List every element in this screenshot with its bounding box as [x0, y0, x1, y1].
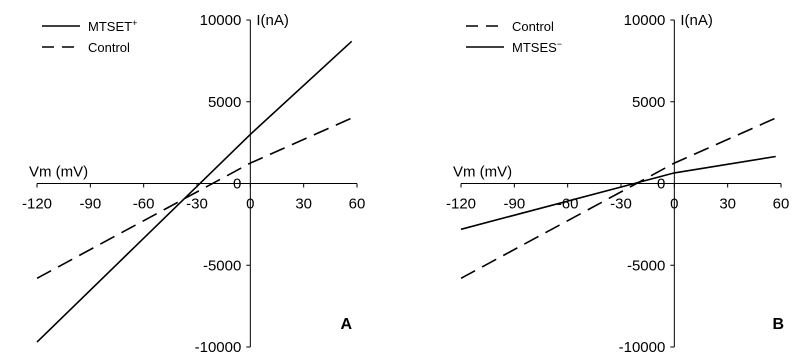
x-tick-label: -60 — [557, 196, 579, 213]
series-line-mtset — [36, 40, 353, 343]
x-tick-label: -120 — [22, 196, 52, 213]
y-tick-label: -10000 — [619, 339, 666, 355]
y-tick-label: 10000 — [200, 12, 242, 29]
x-tick-label: 0 — [670, 196, 678, 213]
legend-entry: Control — [88, 40, 130, 55]
x-tick-label: -30 — [186, 196, 208, 213]
y-tick-label: 5000 — [632, 94, 665, 111]
y-axis-label: I(nA) — [256, 12, 289, 29]
panel-b: -120 -90 -60 -30 0 30 60 -10000 -5000 0 5000 10000 I… — [446, 12, 789, 355]
x-tick-label: 60 — [349, 196, 366, 213]
legend-entry: Control — [512, 19, 554, 34]
x-tick-label: -60 — [133, 196, 155, 213]
legend-entry: MTSES− — [512, 39, 562, 55]
y-tick-label: 0 — [657, 176, 665, 193]
x-tick-label: 30 — [719, 196, 736, 213]
x-axis-label: Vm (mV) — [453, 164, 512, 181]
panel-a: -120 -90 -60 -30 0 30 60 -10000 -5000 0 5000 10000 I… — [22, 12, 365, 355]
x-tick-label: 60 — [773, 196, 790, 213]
x-tick-label: -90 — [79, 196, 101, 213]
series-line-control — [36, 117, 353, 280]
y-tick-label: 10000 — [624, 12, 666, 29]
x-tick-label: 30 — [295, 196, 312, 213]
legend-entry: MTSET+ — [88, 18, 137, 34]
x-tick-label: -30 — [610, 196, 632, 213]
panel-letter: B — [772, 316, 784, 333]
series-line-control — [460, 117, 777, 280]
y-tick-label: 5000 — [208, 94, 241, 111]
x-tick-label: 0 — [246, 196, 254, 213]
x-tick-label: -90 — [503, 196, 525, 213]
y-tick-label: 0 — [233, 176, 241, 193]
y-axis-label: I(nA) — [680, 12, 713, 29]
y-tick-label: -10000 — [195, 339, 242, 355]
x-axis-label: Vm (mV) — [29, 164, 88, 181]
y-tick-label: -5000 — [203, 257, 241, 274]
series-line-mtses — [460, 155, 776, 231]
panel-letter: A — [340, 316, 352, 333]
y-tick-label: -5000 — [627, 257, 665, 274]
x-tick-label: -120 — [446, 196, 476, 213]
